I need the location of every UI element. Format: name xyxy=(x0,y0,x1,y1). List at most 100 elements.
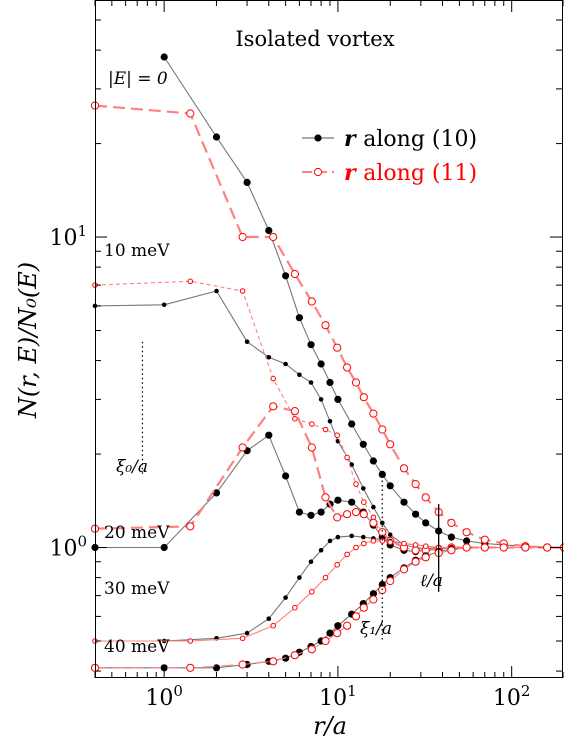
data-point xyxy=(321,321,330,330)
annotation-layer: |E| = 0 10 meV 20 meV 30 meV 40 meV ξ₀/a ξ₁/a ℓ… xyxy=(104,69,443,657)
data-point xyxy=(322,574,329,581)
data-point xyxy=(161,302,167,308)
data-point xyxy=(187,638,194,644)
data-point xyxy=(290,651,299,660)
x-axis-label-text: r/a xyxy=(313,712,347,740)
curve-label-E0: |E| = 0 xyxy=(108,69,168,89)
data-point xyxy=(387,539,394,546)
data-point xyxy=(361,486,366,491)
data-point xyxy=(422,519,430,527)
axis-ticks: 100 101 102 100 101 xyxy=(49,0,564,711)
data-point xyxy=(447,546,456,555)
data-point xyxy=(187,278,194,285)
data-point xyxy=(421,553,430,562)
data-point xyxy=(243,178,251,186)
data-point xyxy=(283,595,288,600)
data-point xyxy=(399,565,409,574)
data-point xyxy=(334,496,342,504)
data-point xyxy=(386,440,395,449)
data-point xyxy=(309,421,315,427)
data-point xyxy=(349,462,355,467)
curve-label-E20: 20 meV xyxy=(104,523,170,543)
data-point xyxy=(212,133,221,141)
data-point xyxy=(378,470,386,478)
data-point xyxy=(214,288,219,294)
curve-label-E30: 30 meV xyxy=(104,579,170,599)
data-point xyxy=(321,493,330,502)
data-point xyxy=(269,657,278,666)
data-point xyxy=(335,534,341,540)
data-point xyxy=(400,498,408,506)
data-point xyxy=(269,232,278,242)
data-point xyxy=(244,339,250,345)
data-point xyxy=(327,419,333,424)
legend-entry-1: r along (11) xyxy=(302,160,477,186)
data-point xyxy=(333,513,342,522)
plot-background xyxy=(95,0,564,678)
data-point xyxy=(343,363,352,372)
data-point xyxy=(353,481,359,487)
data-point xyxy=(369,590,377,598)
data-point xyxy=(361,499,367,506)
plot-frame xyxy=(95,0,563,678)
data-point xyxy=(186,109,195,118)
data-point xyxy=(244,630,250,636)
data-point xyxy=(297,575,302,580)
data-point xyxy=(321,636,330,646)
data-point xyxy=(266,355,272,360)
legend-label: r along (11) xyxy=(344,160,477,186)
data-point xyxy=(411,557,420,566)
data-point xyxy=(344,551,350,558)
legend-label: r along (10) xyxy=(344,126,477,152)
xi1-label: ξ₁/a xyxy=(360,619,392,639)
data-point xyxy=(411,546,420,555)
data-point xyxy=(359,603,368,612)
data-point xyxy=(265,226,273,235)
data-point xyxy=(212,489,221,497)
data-point xyxy=(290,407,299,416)
data-point xyxy=(318,548,324,553)
data-point xyxy=(447,533,455,541)
data-point xyxy=(334,562,341,568)
data-point xyxy=(369,457,377,465)
data-point xyxy=(290,269,299,279)
data-point xyxy=(327,538,333,544)
data-point xyxy=(369,409,378,418)
data-point xyxy=(380,520,385,526)
data-point xyxy=(309,589,315,595)
data-point xyxy=(307,297,316,306)
data-point xyxy=(361,540,367,547)
data-point xyxy=(333,343,342,352)
data-point xyxy=(282,472,290,480)
data-point xyxy=(351,378,361,387)
data-point xyxy=(297,372,302,378)
data-point xyxy=(412,510,420,518)
data-point xyxy=(348,498,356,506)
data-point xyxy=(463,537,471,545)
data-point xyxy=(351,612,361,621)
data-point xyxy=(387,532,393,537)
data-point xyxy=(295,508,303,516)
data-point xyxy=(462,528,471,537)
data-point xyxy=(343,510,352,519)
data-layer xyxy=(90,53,564,672)
x-tick-label: 101 xyxy=(319,682,357,711)
data-point xyxy=(238,443,247,452)
data-point xyxy=(344,454,350,461)
data-point xyxy=(307,645,316,654)
data-point xyxy=(361,534,366,540)
x-axis-label: r/a xyxy=(313,712,347,740)
data-point xyxy=(543,543,552,552)
data-point xyxy=(333,629,342,638)
data-point xyxy=(369,595,378,604)
data-point xyxy=(521,543,530,552)
data-point xyxy=(160,53,168,61)
data-point xyxy=(349,533,355,539)
data-point xyxy=(351,507,361,517)
series-40-11 xyxy=(90,543,564,672)
data-point xyxy=(326,378,334,387)
data-point xyxy=(378,585,387,595)
legend-marker xyxy=(314,134,322,142)
